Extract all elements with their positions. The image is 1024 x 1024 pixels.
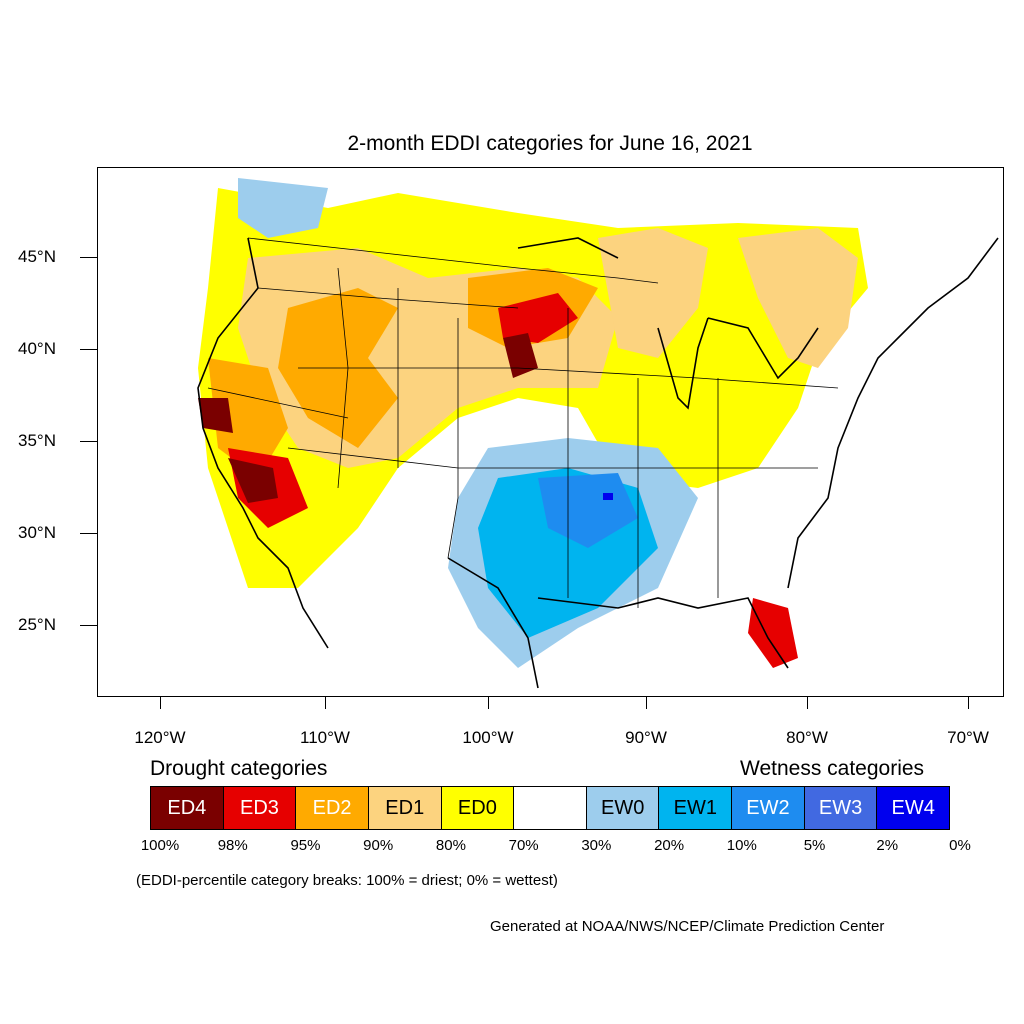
lon-tick	[325, 697, 326, 709]
lat-tick-25	[80, 625, 97, 626]
lon-label: 110°W	[300, 728, 350, 747]
lon-label: 100°W	[462, 728, 514, 747]
lon-tick	[488, 697, 489, 709]
lat-label: 45°N	[18, 247, 56, 266]
legend-swatch-ed0: ED0	[441, 787, 515, 829]
state-boundaries	[207, 237, 839, 608]
eddi-map	[97, 167, 1004, 697]
legend-swatch-ew0: EW0	[586, 787, 660, 829]
lat-label: 35°N	[18, 431, 56, 450]
lon-label: 120°W	[134, 728, 186, 747]
lat-tick-45	[80, 257, 97, 258]
legend-swatch-ew3: EW3	[804, 787, 878, 829]
lat-tick-40	[80, 349, 97, 350]
lat-tick-30	[80, 533, 97, 534]
lon-tick	[646, 697, 647, 709]
category-legend: ED4 ED3 ED2 ED1 ED0 EW0 EW1 EW2 EW3 EW4	[150, 786, 950, 830]
percentile-label: 10%	[726, 837, 757, 854]
lat-tick-35	[80, 441, 97, 442]
legend-swatch-ew4: EW4	[877, 787, 950, 829]
category-fields	[198, 178, 868, 668]
percentile-label: 95%	[290, 837, 321, 854]
percentile-label: 100%	[140, 837, 180, 854]
percentile-label: 30%	[581, 837, 612, 854]
percentile-label: 2%	[876, 837, 899, 854]
lon-label: 90°W	[625, 728, 667, 747]
legend-swatch-ew2: EW2	[732, 787, 805, 829]
coastlines	[197, 237, 999, 689]
eddi-map-canvas	[197, 178, 999, 689]
legend-swatch-neutral	[514, 787, 587, 829]
map-title: 2-month EDDI categories for June 16, 202…	[347, 132, 753, 155]
lat-label: 40°N	[18, 339, 56, 358]
drought-heading: Drought categories	[150, 757, 328, 780]
legend-swatch-ed4: ED4	[151, 787, 224, 829]
lon-tick	[968, 697, 969, 709]
percentile-label: 0%	[949, 837, 971, 854]
category-note: (EDDI-percentile category breaks: 100% =…	[136, 872, 558, 889]
lon-label: 80°W	[786, 728, 828, 747]
legend-swatch-ew1: EW1	[659, 787, 733, 829]
legend-swatch-ed3: ED3	[223, 787, 297, 829]
percentile-label: 20%	[654, 837, 685, 854]
credit-line: Generated at NOAA/NWS/NCEP/Climate Predi…	[490, 918, 885, 935]
lat-label: 30°N	[18, 523, 56, 542]
percentile-label: 90%	[363, 837, 394, 854]
lon-tick	[807, 697, 808, 709]
lon-tick	[160, 697, 161, 709]
lon-label: 70°W	[947, 728, 989, 747]
percentile-label: 70%	[508, 837, 539, 854]
percentile-label: 98%	[217, 837, 248, 854]
percentile-label: 80%	[435, 837, 466, 854]
legend-swatch-ed1: ED1	[368, 787, 442, 829]
percentile-label: 5%	[803, 837, 826, 854]
lat-label: 25°N	[18, 615, 56, 634]
legend-swatch-ed2: ED2	[296, 787, 369, 829]
wetness-heading: Wetness categories	[740, 757, 925, 780]
